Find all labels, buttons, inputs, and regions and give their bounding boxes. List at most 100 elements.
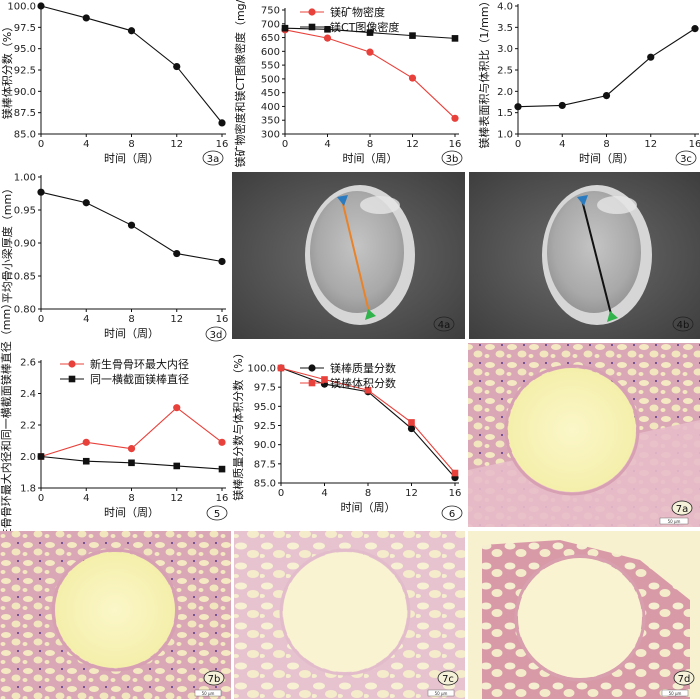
y-tick-label: 3.0 [497, 44, 513, 55]
x-tick-label: 16 [216, 314, 229, 325]
y-axis-label: 镁棒表面积与体积比（1/mm） [477, 0, 491, 149]
chart-3c: 0 4 8 12 16 1.0 1.5 2.0 2.5 3.0 3.5 4.0 时间（周） 镁棒表面积与体… [477, 0, 700, 166]
panel-tag: 6 [449, 509, 455, 520]
x-axis-label: 时间（周） [343, 152, 398, 165]
x-tick-label: 12 [170, 139, 183, 150]
x-axis-label: 时间（周） [104, 327, 159, 340]
y-tick-label: 92.5 [254, 421, 276, 432]
y-tick-label: 90.0 [14, 87, 36, 98]
y-tick-label: 650 [261, 33, 280, 44]
y-tick-label: 1.5 [497, 108, 513, 119]
histology-image-7b: 50 μm 7b [0, 531, 231, 699]
diameter-line-4b [581, 199, 613, 319]
chart-6: 0 4 8 12 16 85.0 87.5 90.0 92.5 95.0 97.5 100.0 时间（周… [231, 347, 463, 521]
y-tick-label: 95.0 [14, 44, 36, 55]
data-point [647, 53, 655, 61]
legend-label: 镁CT图像密度 [330, 20, 399, 34]
x-tick-label: 4 [83, 493, 89, 504]
x-axis-label: 时间（周） [104, 152, 159, 165]
panel-tag-7d: 7d [678, 674, 691, 685]
charts-layer: 0 4 8 12 16 85.0 87.5 90.0 92.5 95.0 97.5 100.0 时间（周… [0, 0, 700, 550]
legend-marker [308, 8, 316, 16]
y-tick-label: 0.95 [14, 206, 36, 217]
data-point [218, 438, 226, 446]
marker-bottom-4a [365, 309, 376, 320]
y-tick-label: 550 [261, 61, 280, 72]
y-tick-label: 90.0 [254, 440, 276, 451]
y-tick-label: 300 [261, 130, 280, 141]
y-tick-label: 2.5 [497, 66, 513, 77]
legend-marker [308, 23, 316, 31]
y-tick-label: 4.0 [497, 2, 513, 13]
panel-tag: 3b [446, 154, 459, 165]
x-tick-label: 4 [83, 314, 89, 325]
data-point [82, 438, 90, 446]
data-point [127, 445, 136, 453]
data-point [451, 35, 459, 42]
data-point [218, 465, 226, 473]
y-tick-label: 350 [261, 116, 280, 127]
data-point [218, 257, 226, 266]
panel-tag: 3d [210, 330, 223, 341]
data-point [366, 29, 374, 36]
panel-tag-circle [205, 326, 227, 342]
legend-label: 新生骨骨环最大内径 [90, 357, 189, 371]
x-tick-label: 8 [365, 488, 371, 499]
legend-marker [308, 379, 316, 387]
data-point [691, 25, 699, 33]
panel-tag-circle [206, 505, 228, 521]
x-tick-label: 16 [216, 493, 229, 504]
x-tick-label: 4 [321, 488, 327, 499]
data-point [82, 457, 90, 465]
x-tick-label: 8 [128, 139, 134, 150]
y-tick-label: 1.00 [14, 173, 36, 184]
y-axis-label: 镁矿物密度和镁CT图像密度（mg/cc） [233, 0, 247, 167]
data-point [366, 48, 374, 56]
x-tick-label: 4 [324, 139, 330, 150]
histology-image-7d: 50 μm 7d [468, 531, 700, 699]
y-tick-label: 95.0 [254, 402, 276, 413]
y-tick-label: 600 [261, 47, 280, 58]
legend-marker [68, 360, 76, 368]
data-point [82, 14, 90, 22]
data-point [173, 462, 181, 470]
diameter-line-4a [341, 199, 371, 317]
chart-3a: 0 4 8 12 16 85.0 87.5 90.0 92.5 95.0 97.5 100.0 时间（周… [0, 2, 228, 166]
data-point [451, 469, 459, 477]
panel-tag-circle [441, 150, 463, 166]
data-point [173, 249, 181, 258]
series-line [40, 5, 223, 124]
scale-bar-7b: 50 μm [202, 691, 215, 696]
panel-tag: 3a [207, 154, 220, 165]
x-tick-label: 0 [38, 139, 44, 150]
data-point [323, 34, 332, 42]
x-tick-label: 16 [449, 488, 462, 499]
histology-image-7c: 50 μm 7c [234, 531, 465, 699]
x-tick-label: 8 [128, 493, 134, 504]
y-tick-label: 85.0 [254, 479, 276, 490]
x-tick-label: 8 [128, 314, 134, 325]
panel-tag: 5 [214, 509, 220, 520]
scale-bar-7d: 50 μm [669, 691, 682, 696]
legend-label: 镁棒体积分数 [330, 376, 396, 390]
panel-tag-circle [675, 150, 697, 166]
chart-5: 0 4 8 12 16 1.8 2.0 2.2 2.4 2.6 时间（周） 新生骨骨环最大内径和同一横… [0, 298, 228, 550]
x-tick-label: 12 [644, 139, 657, 150]
data-point [127, 27, 136, 35]
y-tick-label: 100.0 [247, 364, 276, 375]
y-tick-label: 400 [261, 102, 280, 113]
y-tick-label: 1.0 [497, 130, 513, 141]
y-tick-label: 87.5 [254, 459, 276, 470]
panel-tag-7b: 7b [208, 674, 221, 685]
x-axis-label: 时间（周） [341, 501, 396, 514]
y-tick-label: 97.5 [254, 383, 276, 394]
y-tick-label: 100.0 [7, 2, 36, 13]
y-axis-label: 镁棒质量分数与体积分数（%） [231, 347, 245, 500]
data-point [82, 199, 90, 207]
x-axis-label: 时间（周） [104, 506, 159, 519]
data-point [558, 101, 566, 110]
data-point [321, 376, 328, 383]
data-point [37, 453, 45, 460]
y-tick-label: 0.85 [14, 272, 36, 283]
x-tick-label: 4 [83, 139, 89, 150]
